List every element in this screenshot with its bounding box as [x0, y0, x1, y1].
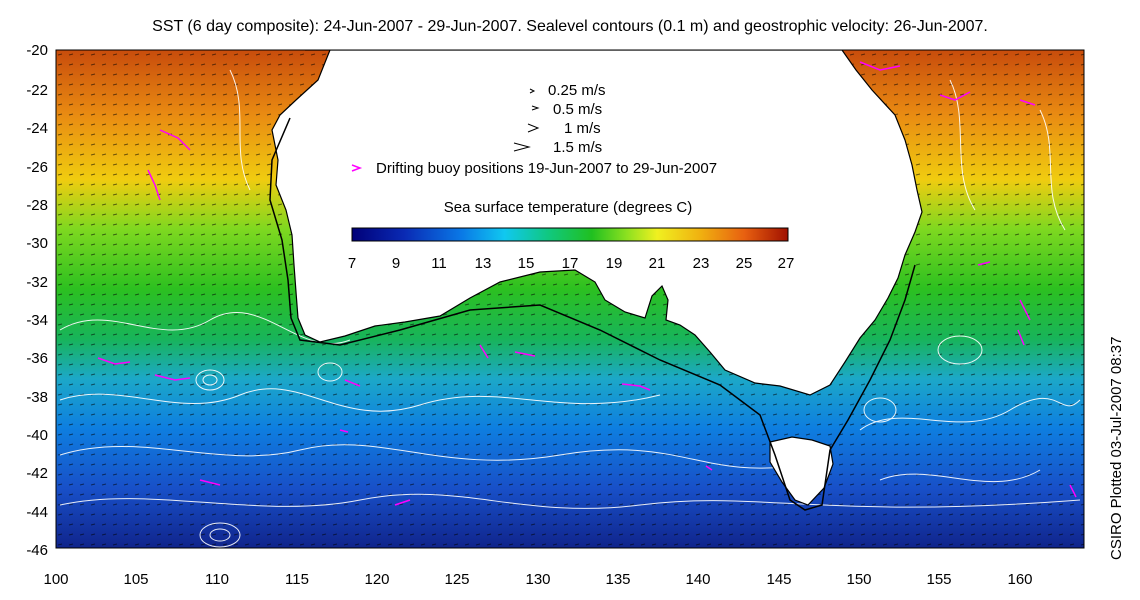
sealevel-contours: [59, 69, 1081, 548]
colorbar-tick-label: 11: [431, 255, 447, 272]
colorbar-tick-label: 25: [736, 255, 753, 272]
australia-landmass: [271, 50, 923, 396]
y-tick-label: -46: [26, 542, 48, 559]
colorbar-tick-label: 23: [693, 255, 710, 272]
vector-key-label: 0.5 m/s: [553, 101, 602, 118]
y-tick-label: -30: [26, 235, 48, 252]
y-tick-label: -26: [26, 159, 48, 176]
colorbar-tick-label: 17: [562, 255, 579, 272]
drifting-buoy-tracks: [97, 61, 1077, 506]
x-tick-label: 105: [123, 571, 148, 588]
buoy-legend-label: Drifting buoy positions 19-Jun-2007 to 2…: [376, 160, 717, 177]
y-tick-label: -34: [26, 312, 48, 329]
x-tick-label: 135: [605, 571, 630, 588]
x-tick-label: 110: [205, 571, 229, 588]
colorbar-scale: [351, 227, 789, 242]
vector-key-label: 0.25 m/s: [548, 82, 606, 99]
vector-legend: 0.25 m/s 0.5 m/s 1 m/s 1.5 m/s Drifting …: [351, 82, 717, 177]
x-tick-label: 155: [926, 571, 951, 588]
vector-key-label: 1 m/s: [564, 120, 601, 137]
colorbar-title: Sea surface temperature (degrees C): [444, 199, 692, 216]
map-frame: [55, 49, 1085, 549]
y-tick-label: -22: [26, 82, 48, 99]
y-tick-label: -28: [26, 197, 48, 214]
x-tick-label: 150: [846, 571, 871, 588]
vector-key-label: 1.5 m/s: [553, 139, 602, 156]
x-tick-label: 160: [1007, 571, 1032, 588]
map-title: SST (6 day composite): 24-Jun-2007 - 29-…: [152, 18, 988, 35]
colorbar-tick-label: 19: [606, 255, 623, 272]
colorbar: Sea surface temperature (degrees C) 7 9 …: [348, 199, 795, 272]
y-tick-label: -40: [26, 427, 48, 444]
shelf-break: [269, 117, 916, 511]
x-tick-label: 120: [364, 571, 389, 588]
x-tick-label: 100: [43, 571, 68, 588]
colorbar-tick-label: 27: [778, 255, 795, 272]
x-tick-label: 115: [285, 571, 309, 588]
x-tick-label: 130: [525, 571, 550, 588]
colorbar-tick-label: 21: [649, 255, 666, 272]
y-tick-label: -36: [26, 350, 48, 367]
colorbar-tick-label: 7: [348, 255, 356, 272]
y-tick-label: -32: [26, 274, 48, 291]
y-tick-label: -44: [26, 504, 48, 521]
y-tick-label: -24: [26, 120, 48, 137]
x-tick-label: 140: [685, 571, 710, 588]
buoy-marker-icon: [351, 164, 363, 172]
colorbar-tick-label: 15: [518, 255, 535, 272]
y-tick-label: -20: [26, 42, 48, 59]
vector-key-arrow-icon: [513, 88, 540, 152]
y-tick-label: -38: [26, 389, 48, 406]
x-axis: 100 105 110 115 120 125 130 135 140 145 …: [43, 571, 1032, 588]
colorbar-tick-label: 13: [475, 255, 492, 272]
y-tick-label: -42: [26, 465, 48, 482]
y-axis: -20 -22 -24 -26 -28 -30 -32 -34 -36 -38 …: [26, 42, 48, 559]
x-tick-label: 125: [444, 571, 469, 588]
map-body: [56, 50, 1084, 548]
x-tick-label: 145: [766, 571, 791, 588]
colorbar-tick-label: 9: [392, 255, 400, 272]
